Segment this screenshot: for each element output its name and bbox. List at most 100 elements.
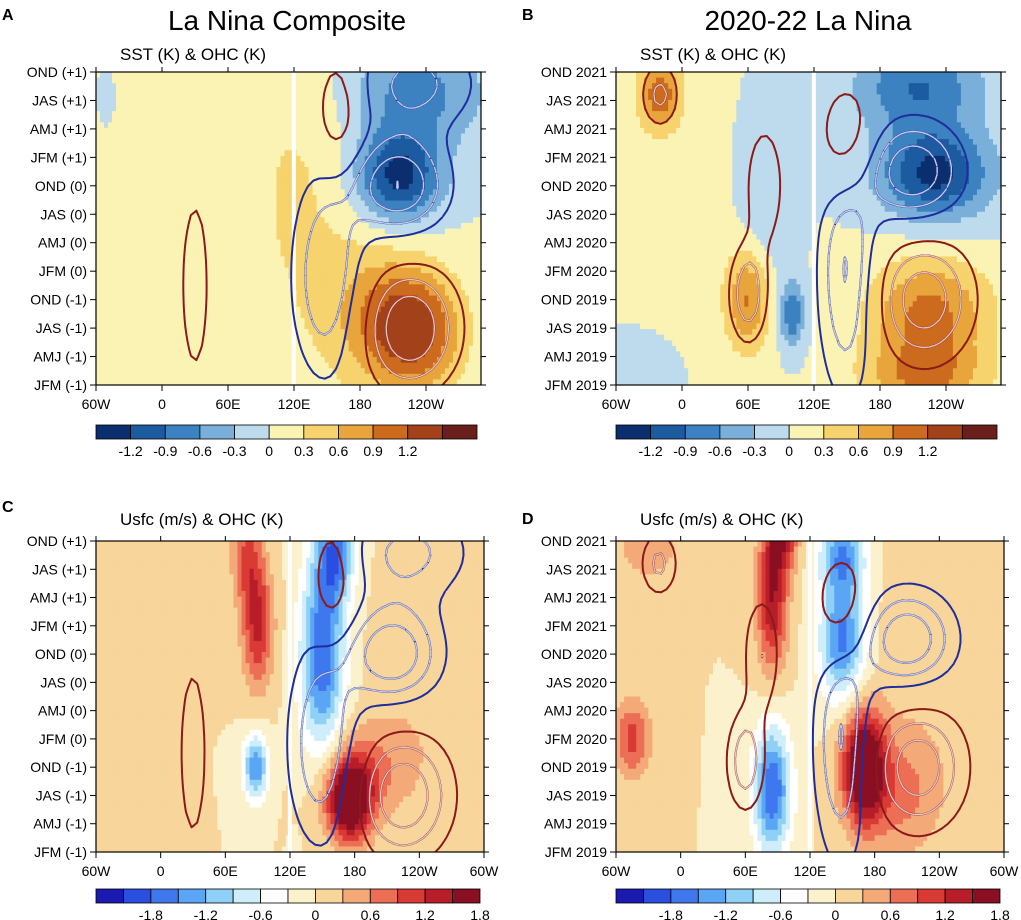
field-cell — [212, 105, 217, 112]
field-cell — [424, 133, 430, 140]
field-cell — [368, 289, 374, 297]
field-cell — [420, 222, 426, 230]
field-cell — [172, 167, 177, 174]
field-cell — [124, 245, 129, 252]
field-cell — [420, 234, 426, 241]
field-cell — [228, 334, 233, 341]
field-cell — [344, 312, 350, 319]
field-cell — [216, 150, 221, 157]
field-cell — [220, 228, 225, 235]
field-cell — [192, 211, 197, 218]
field-cell — [388, 267, 394, 274]
field-cell — [108, 189, 113, 196]
field-cell — [448, 262, 454, 269]
field-cell — [308, 301, 314, 308]
field-cell — [152, 234, 157, 241]
field-cell — [348, 88, 354, 95]
field-cell — [344, 206, 350, 213]
field-cell — [260, 222, 266, 230]
field-cell — [392, 105, 398, 112]
field-cell — [148, 127, 153, 135]
field-cell — [140, 284, 145, 291]
field-cell — [408, 99, 414, 107]
field-cell — [436, 312, 442, 319]
field-cell — [280, 83, 286, 90]
field-cell — [124, 217, 129, 224]
field-cell — [180, 312, 185, 319]
field-cell — [280, 301, 286, 308]
field-cell — [444, 234, 450, 241]
field-cell — [460, 139, 466, 146]
field-cell — [100, 116, 105, 123]
field-cell — [232, 167, 237, 174]
field-cell — [160, 289, 165, 297]
field-cell — [196, 105, 201, 112]
field-cell — [472, 278, 478, 285]
field-cell — [152, 133, 157, 140]
field-cell — [332, 139, 338, 146]
field-cell — [428, 83, 434, 90]
field-cell — [172, 357, 177, 364]
field-cell — [284, 116, 290, 123]
field-cell — [128, 228, 133, 235]
field-cell — [244, 211, 249, 218]
field-cell — [224, 262, 229, 269]
field-cell — [104, 317, 109, 325]
field-cell — [168, 183, 173, 190]
field-cell — [272, 72, 278, 79]
field-cell — [136, 222, 141, 230]
field-cell — [472, 105, 478, 112]
field-cell — [124, 178, 129, 185]
field-cell — [452, 340, 458, 347]
field-cell — [240, 323, 245, 330]
field-cell — [192, 284, 197, 291]
field-cell — [252, 150, 258, 157]
field-cell — [360, 267, 366, 274]
field-cell — [172, 345, 177, 353]
field-cell — [448, 250, 454, 258]
field-cell — [360, 105, 366, 112]
field-cell — [320, 239, 326, 246]
field-cell — [188, 217, 193, 224]
field-cell — [212, 301, 217, 308]
field-cell — [248, 194, 254, 202]
field-cell — [340, 217, 346, 224]
field-cell — [112, 150, 117, 157]
field-cell — [424, 206, 430, 213]
field-cell — [288, 155, 294, 163]
field-cell — [284, 256, 290, 263]
field-cell — [112, 284, 117, 291]
field-cell — [148, 72, 153, 79]
field-cell — [436, 72, 442, 79]
field-cell — [224, 200, 229, 207]
field-cell — [296, 155, 302, 163]
field-cell — [412, 289, 418, 297]
field-cell — [204, 340, 209, 347]
field-cell — [284, 228, 290, 235]
field-cell — [176, 155, 181, 163]
field-cell — [156, 351, 161, 358]
field-cell — [444, 357, 450, 364]
field-cell — [288, 351, 294, 358]
field-cell — [220, 206, 225, 213]
field-cell — [236, 234, 241, 241]
field-cell — [188, 206, 193, 213]
field-cell — [252, 301, 258, 308]
field-cell — [232, 340, 237, 347]
field-cell — [360, 189, 366, 196]
field-cell — [372, 133, 378, 140]
field-cell — [160, 357, 165, 364]
field-cell — [452, 211, 458, 218]
field-cell — [448, 172, 454, 179]
field-cell — [124, 127, 129, 135]
field-cell — [124, 211, 129, 218]
field-cell — [396, 178, 402, 185]
field-cell — [200, 329, 205, 336]
field-cell — [404, 234, 410, 241]
field-cell — [108, 295, 113, 302]
field-cell — [104, 217, 109, 224]
field-cell — [312, 289, 318, 297]
field-cell — [164, 211, 169, 218]
field-cell — [420, 155, 426, 163]
field-cell — [220, 323, 225, 330]
